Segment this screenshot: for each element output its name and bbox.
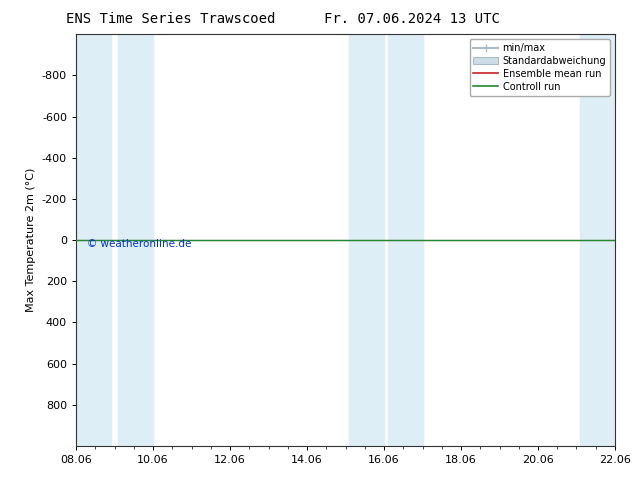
- Bar: [388, 34, 422, 446]
- Text: Fr. 07.06.2024 13 UTC: Fr. 07.06.2024 13 UTC: [324, 12, 500, 26]
- Bar: [76, 34, 111, 446]
- Bar: [349, 34, 384, 446]
- Text: ENS Time Series Trawscoed: ENS Time Series Trawscoed: [67, 12, 276, 26]
- Y-axis label: Max Temperature 2m (°C): Max Temperature 2m (°C): [27, 168, 36, 312]
- Bar: [580, 34, 615, 446]
- Bar: [119, 34, 153, 446]
- Legend: min/max, Standardabweichung, Ensemble mean run, Controll run: min/max, Standardabweichung, Ensemble me…: [470, 39, 610, 96]
- Text: © weatheronline.de: © weatheronline.de: [87, 239, 191, 249]
